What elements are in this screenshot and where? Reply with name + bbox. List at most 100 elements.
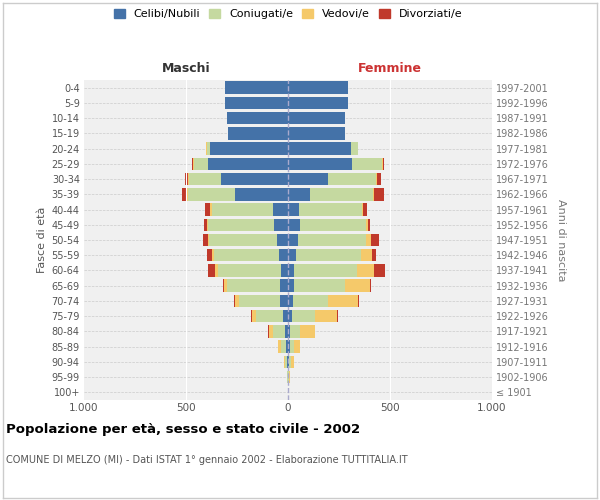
Bar <box>185 173 188 186</box>
Text: COMUNE DI MELZO (MI) - Dati ISTAT 1° gennaio 2002 - Elaborazione TUTTITALIA.IT: COMUNE DI MELZO (MI) - Dati ISTAT 1° gen… <box>6 455 407 465</box>
Bar <box>235 294 239 307</box>
Bar <box>189 173 221 186</box>
Bar <box>288 280 294 292</box>
Bar <box>371 249 376 262</box>
Bar <box>289 371 290 384</box>
Bar <box>352 158 382 170</box>
Bar <box>208 142 211 155</box>
Bar <box>376 173 377 186</box>
Bar <box>214 249 279 262</box>
Bar <box>362 204 364 216</box>
Bar <box>288 264 294 276</box>
Bar <box>377 173 381 186</box>
Bar <box>187 188 188 200</box>
Bar <box>328 173 376 186</box>
Bar <box>292 310 314 322</box>
Bar <box>358 294 359 307</box>
Bar <box>208 234 209 246</box>
Bar <box>280 280 288 292</box>
Bar <box>374 264 385 276</box>
Bar <box>212 204 273 216</box>
Bar <box>221 173 288 186</box>
Bar <box>337 310 338 322</box>
Bar <box>212 249 214 262</box>
Bar <box>288 188 310 200</box>
Bar <box>288 158 352 170</box>
Bar <box>234 294 235 307</box>
Bar <box>225 96 288 109</box>
Bar <box>251 310 253 322</box>
Bar <box>188 173 189 186</box>
Y-axis label: Fasce di età: Fasce di età <box>37 207 47 273</box>
Bar <box>345 280 370 292</box>
Bar <box>293 294 328 307</box>
Bar <box>374 188 384 200</box>
Bar <box>300 325 314 338</box>
Bar <box>288 340 290 353</box>
Bar <box>182 188 187 200</box>
Legend: Celibi/Nubili, Coniugati/e, Vedovi/e, Divorziati/e: Celibi/Nubili, Coniugati/e, Vedovi/e, Di… <box>112 6 464 22</box>
Bar <box>188 188 235 200</box>
Bar <box>283 310 288 322</box>
Bar <box>285 356 287 368</box>
Bar <box>287 356 288 368</box>
Bar <box>358 264 374 276</box>
Bar <box>310 188 373 200</box>
Bar <box>224 280 227 292</box>
Bar <box>383 158 384 170</box>
Bar <box>208 249 212 262</box>
Bar <box>268 325 269 338</box>
Bar <box>294 280 345 292</box>
Bar <box>294 264 358 276</box>
Bar <box>206 142 208 155</box>
Bar <box>288 204 299 216</box>
Bar <box>288 112 345 124</box>
Bar <box>203 234 208 246</box>
Bar <box>365 218 368 231</box>
Bar <box>300 218 365 231</box>
Bar <box>288 82 348 94</box>
Bar <box>288 249 296 262</box>
Text: Popolazione per età, sesso e stato civile - 2002: Popolazione per età, sesso e stato civil… <box>6 422 360 436</box>
Bar <box>279 249 288 262</box>
Bar <box>288 325 290 338</box>
Bar <box>277 234 288 246</box>
Bar <box>281 340 286 353</box>
Bar <box>361 249 371 262</box>
Bar <box>227 112 288 124</box>
Bar <box>288 173 328 186</box>
Bar <box>368 218 370 231</box>
Bar <box>371 234 379 246</box>
Bar <box>285 325 288 338</box>
Bar <box>314 310 337 322</box>
Text: Femmine: Femmine <box>358 62 422 76</box>
Bar <box>298 234 365 246</box>
Bar <box>205 204 211 216</box>
Bar <box>269 325 273 338</box>
Bar <box>288 234 298 246</box>
Bar <box>288 294 293 307</box>
Text: Maschi: Maschi <box>161 62 211 76</box>
Bar <box>208 264 215 276</box>
Bar <box>284 356 285 368</box>
Bar <box>208 218 274 231</box>
Bar <box>273 325 285 338</box>
Bar <box>328 294 358 307</box>
Bar <box>211 204 212 216</box>
Bar <box>370 280 371 292</box>
Bar <box>290 356 294 368</box>
Bar <box>205 218 208 231</box>
Bar <box>194 158 208 170</box>
Bar <box>273 204 288 216</box>
Bar <box>288 356 289 368</box>
Bar <box>288 96 348 109</box>
Bar <box>253 310 256 322</box>
Bar <box>289 356 290 368</box>
Bar <box>290 340 294 353</box>
Bar <box>215 264 218 276</box>
Bar <box>281 264 288 276</box>
Bar <box>373 188 374 200</box>
Bar <box>365 234 371 246</box>
Bar <box>239 294 280 307</box>
Bar <box>364 204 367 216</box>
